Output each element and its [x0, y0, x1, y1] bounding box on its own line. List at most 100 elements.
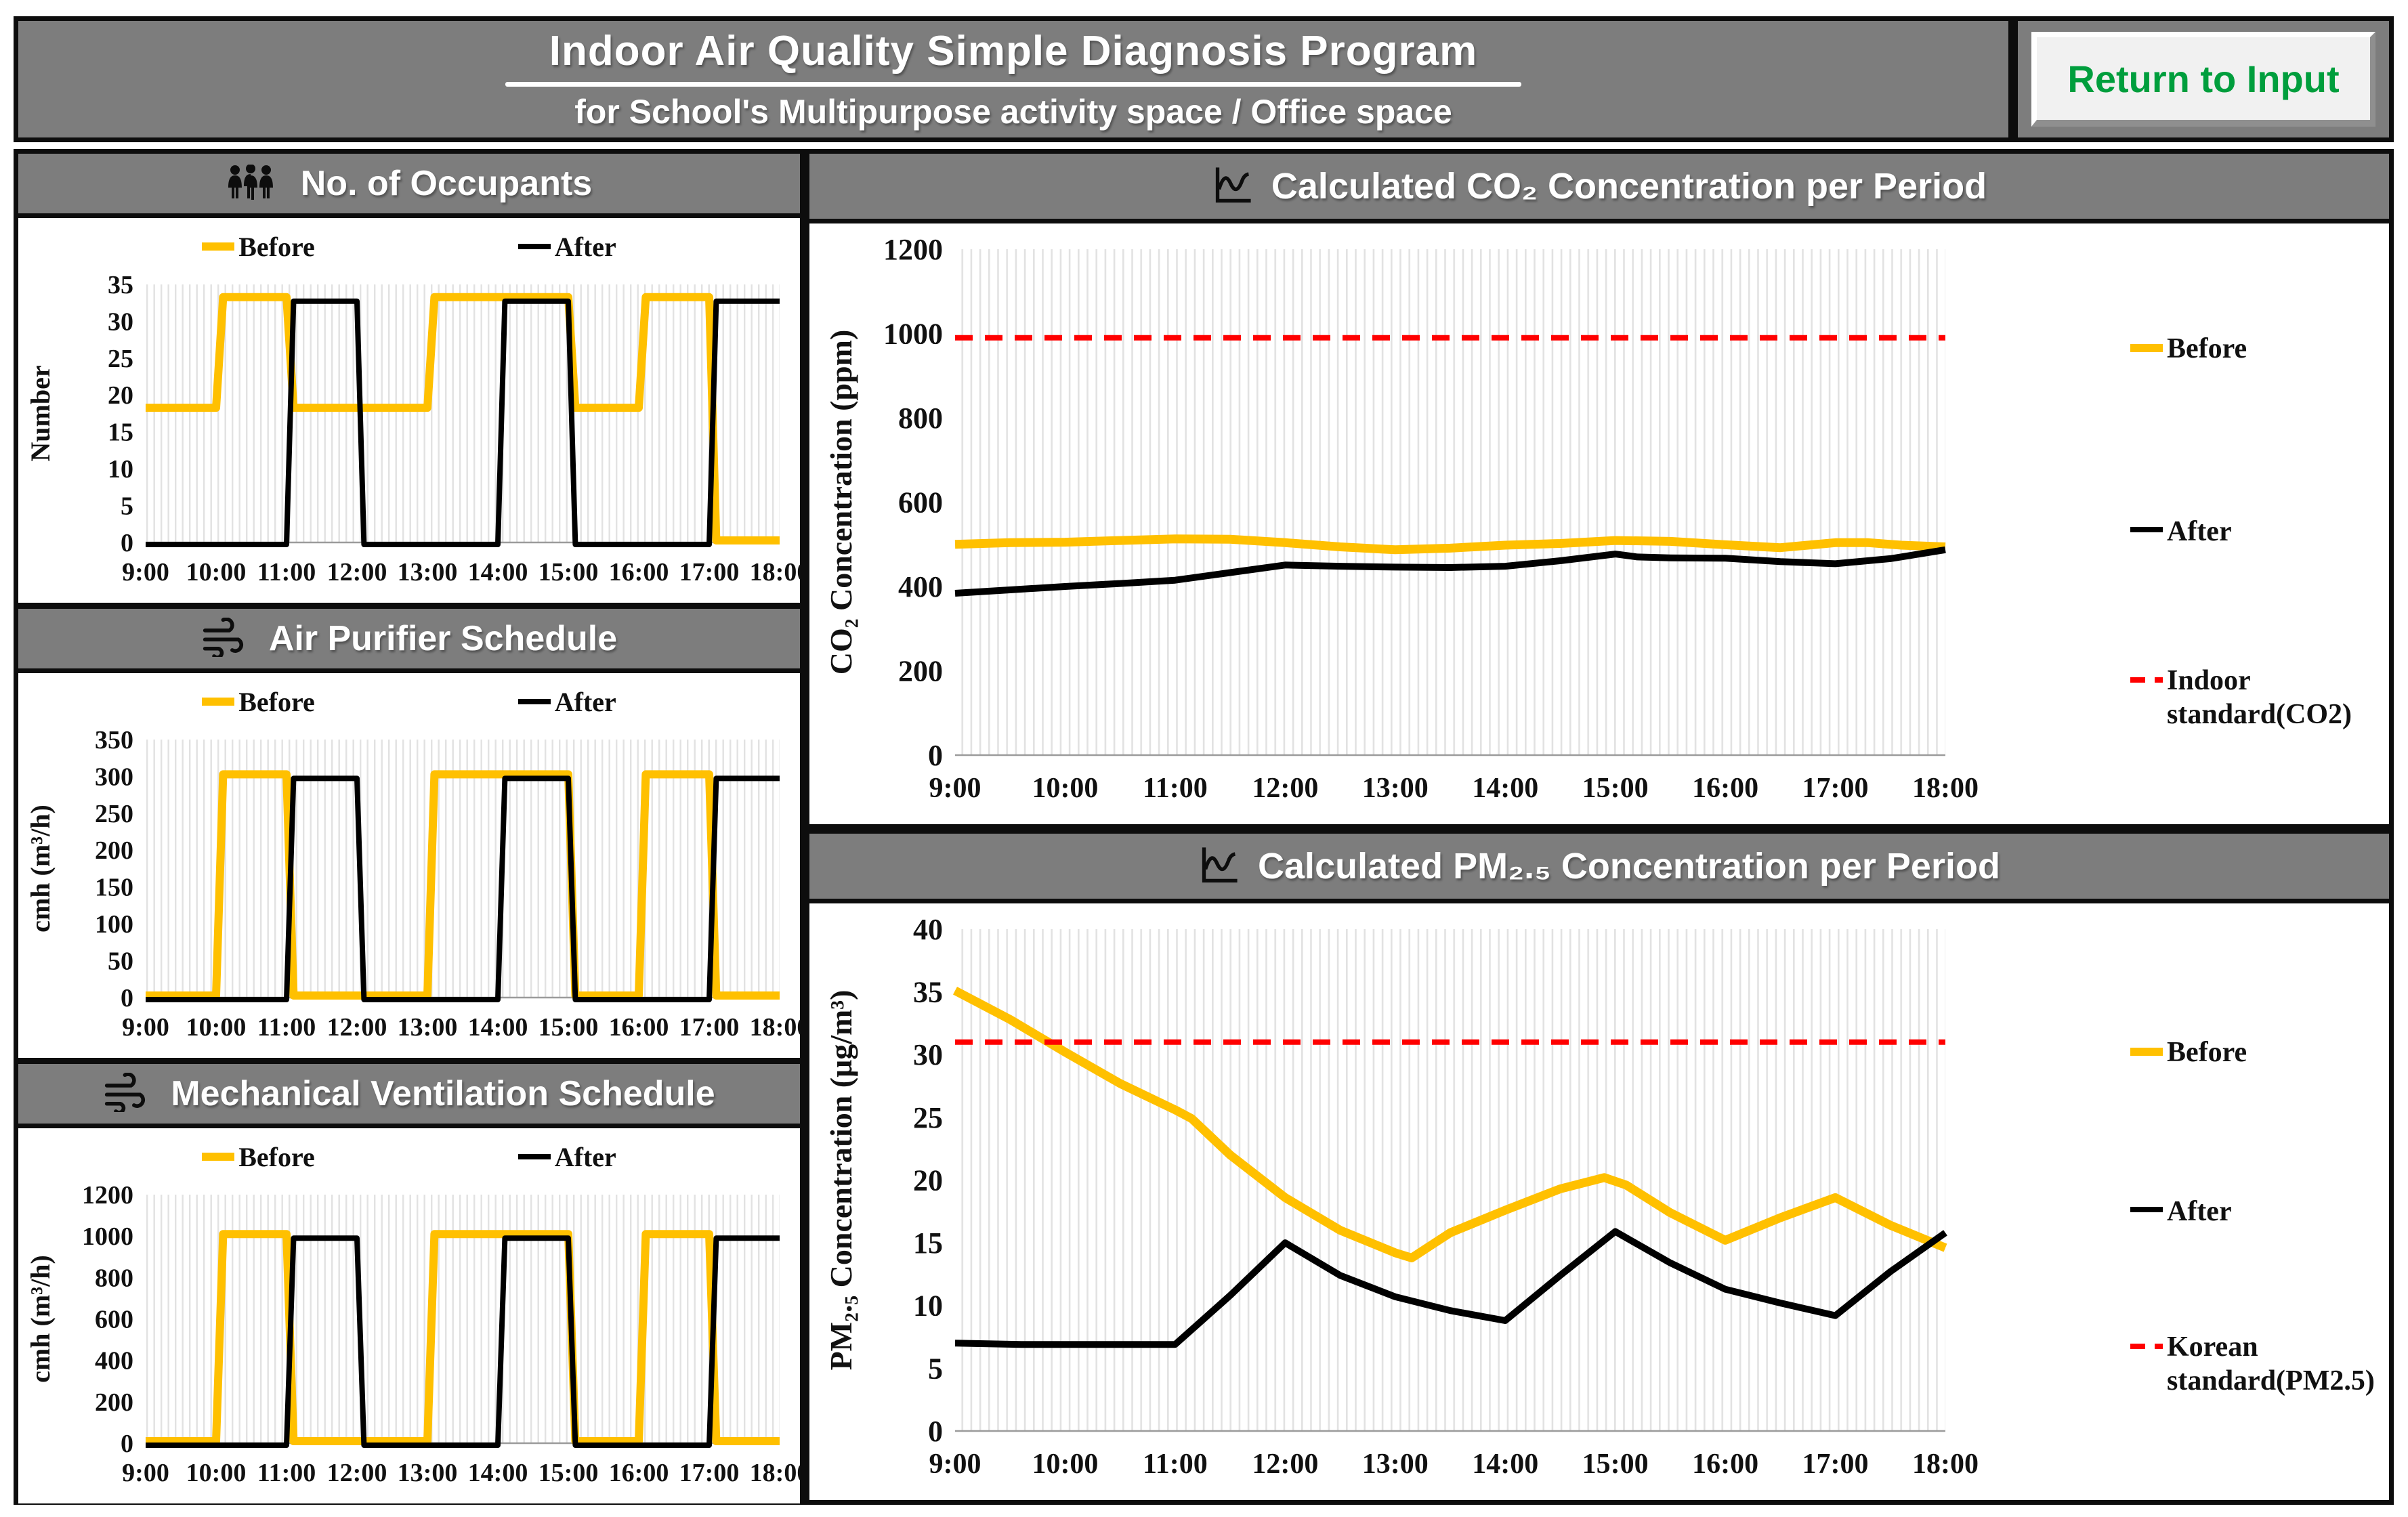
y-tick-label: 200 — [95, 836, 133, 865]
legend-label: After — [2167, 516, 2232, 547]
x-tick-label: 10:00 — [186, 1013, 247, 1042]
title-underline — [505, 82, 1521, 87]
wind-icon — [103, 1071, 154, 1115]
co2-header: Calculated CO₂ Concentration per Period — [809, 154, 2389, 223]
series-before-line — [954, 534, 1946, 555]
air-purifier-chart-canvas: 0 50 100 150 200 250 300 350 9:00 10:00 11:00 12:00… — [18, 726, 809, 1058]
y-tick-label: 0 — [928, 739, 943, 772]
before-swatch — [202, 242, 235, 251]
legend-label: After — [2167, 1196, 2232, 1227]
y-tick-label: 600 — [898, 486, 943, 519]
series-before-line — [146, 1230, 780, 1445]
x-tick-label: 17:00 — [1802, 1449, 1869, 1480]
x-tick-label: 16:00 — [609, 558, 669, 586]
x-tick-label: 18:00 — [750, 558, 800, 586]
after-swatch — [517, 699, 551, 704]
legend-item-after: After — [2130, 1195, 2232, 1228]
x-tick-label: 16:00 — [609, 1459, 669, 1487]
legend-label: Before — [238, 1141, 315, 1172]
y-tick-label: 100 — [95, 910, 133, 939]
series-after-line — [954, 1228, 1947, 1348]
after-swatch — [2130, 527, 2163, 532]
y-tick-label: 800 — [898, 402, 943, 435]
pm25-panel: Calculated PM₂.₅ Concentration per Perio… — [805, 829, 2394, 1505]
occupants-header: No. of Occupants — [18, 154, 800, 218]
x-tick-label: 16:00 — [609, 1013, 669, 1042]
x-tick-label: 12:00 — [327, 558, 387, 586]
x-tick-label: 14:00 — [1472, 1449, 1538, 1480]
occupants-chart-canvas: 0 5 10 15 20 25 30 35 9:00 10:00 11:00 12:00 13:00 14… — [18, 271, 809, 603]
y-tick-label: 250 — [95, 800, 133, 828]
after-swatch — [2130, 1207, 2163, 1212]
plot-grid — [955, 929, 1945, 1431]
co2-chart-area: 0 200 400 600 800 1000 1200 9:00 10:00 11:00 12:00… — [809, 223, 2389, 824]
y-tick-label: 200 — [898, 654, 943, 687]
x-tick-label: 15:00 — [538, 1459, 599, 1487]
x-tick-label: 11:00 — [257, 1459, 316, 1487]
legend-item-standard: Indoor standard(CO2) — [2130, 664, 2370, 732]
y-tick-label: 25 — [913, 1101, 943, 1134]
y-tick-label: 1200 — [82, 1185, 133, 1210]
y-tick-label: 400 — [898, 570, 943, 603]
plot-grid — [955, 249, 1945, 755]
occupants-chart-area: Before After 0 5 10 15 20 25 30 35 9:00 10:00 11:0… — [18, 218, 809, 603]
x-tick-label: 16:00 — [1692, 1449, 1758, 1480]
panel-title: Air Purifier Schedule — [268, 619, 618, 658]
x-tick-label: 18:00 — [750, 1013, 800, 1042]
legend-item-before: Before — [202, 686, 315, 718]
x-tick-label: 9:00 — [929, 773, 981, 804]
return-to-input-button[interactable]: Return to Input — [2031, 32, 2375, 127]
chart-icon — [1212, 163, 1255, 210]
before-swatch — [2130, 1048, 2163, 1056]
x-tick-label: 11:00 — [257, 1013, 316, 1042]
legend-item-before: Before — [2130, 332, 2247, 366]
plot-grid — [146, 740, 780, 998]
legend-label: Before — [2167, 1037, 2247, 1068]
y-tick-label: 25 — [108, 345, 133, 373]
y-tick-label: 600 — [95, 1305, 133, 1333]
legend-label: After — [554, 231, 616, 262]
x-tick-label: 16:00 — [1692, 773, 1758, 804]
y-tick-label: 1200 — [883, 233, 943, 266]
mechanical-ventilation-chart-canvas: 0 200 400 600 800 1000 1200 9:00 10:00 11:00 12:00… — [18, 1181, 809, 1503]
mechanical-ventilation-panel: Mechanical Ventilation Schedule Before A… — [14, 1059, 809, 1505]
panel-title: No. of Occupants — [300, 164, 593, 203]
x-tick-label: 9:00 — [122, 1013, 169, 1042]
mechanical-ventilation-legend: Before After — [18, 1128, 800, 1185]
y-tick-label: 350 — [95, 730, 133, 754]
occupants-legend: Before After — [18, 218, 800, 275]
x-tick-label: 17:00 — [679, 1013, 740, 1042]
series-before-line — [146, 293, 780, 544]
legend-label: Korean standard(PM2.5) — [2167, 1331, 2375, 1397]
app-title-block: Indoor Air Quality Simple Diagnosis Prog… — [505, 27, 1521, 131]
x-tick-label: 17:00 — [679, 558, 740, 586]
y-tick-label: 15 — [913, 1226, 943, 1260]
series-before-line — [952, 987, 1947, 1262]
x-tick-label: 14:00 — [468, 558, 528, 586]
air-purifier-legend: Before After — [18, 673, 800, 730]
y-tick-label: 150 — [95, 874, 133, 902]
x-tick-label: 10:00 — [186, 1459, 247, 1487]
y-axis-title: Number — [25, 365, 56, 461]
y-tick-label: 35 — [108, 275, 133, 299]
before-swatch — [202, 1153, 235, 1161]
x-tick-label: 11:00 — [257, 558, 316, 586]
app-header: Indoor Air Quality Simple Diagnosis Prog… — [14, 16, 2013, 142]
x-tick-label: 12:00 — [1252, 1449, 1318, 1480]
x-tick-label: 10:00 — [1032, 773, 1098, 804]
x-tick-label: 18:00 — [750, 1459, 800, 1487]
before-swatch — [202, 698, 235, 706]
pm25-chart-area: 0 5 10 15 20 25 30 35 40 9:00 10:00 11:00 12:00 13:00… — [809, 903, 2389, 1500]
occupants-panel: No. of Occupants Before After 0 5 10 15 20 25… — [14, 149, 809, 604]
x-tick-label: 9:00 — [122, 1459, 169, 1487]
y-tick-label: 40 — [913, 913, 943, 946]
y-tick-label: 1000 — [883, 317, 943, 350]
air-purifier-panel: Air Purifier Schedule Before After 0 50 10… — [14, 604, 809, 1059]
x-tick-label: 13:00 — [398, 1459, 458, 1487]
y-tick-label: 30 — [913, 1038, 943, 1071]
y-tick-label: 10 — [913, 1289, 943, 1323]
co2-panel: Calculated CO₂ Concentration per Period … — [805, 149, 2394, 829]
after-swatch — [517, 1154, 551, 1159]
y-tick-label: 0 — [121, 529, 133, 557]
